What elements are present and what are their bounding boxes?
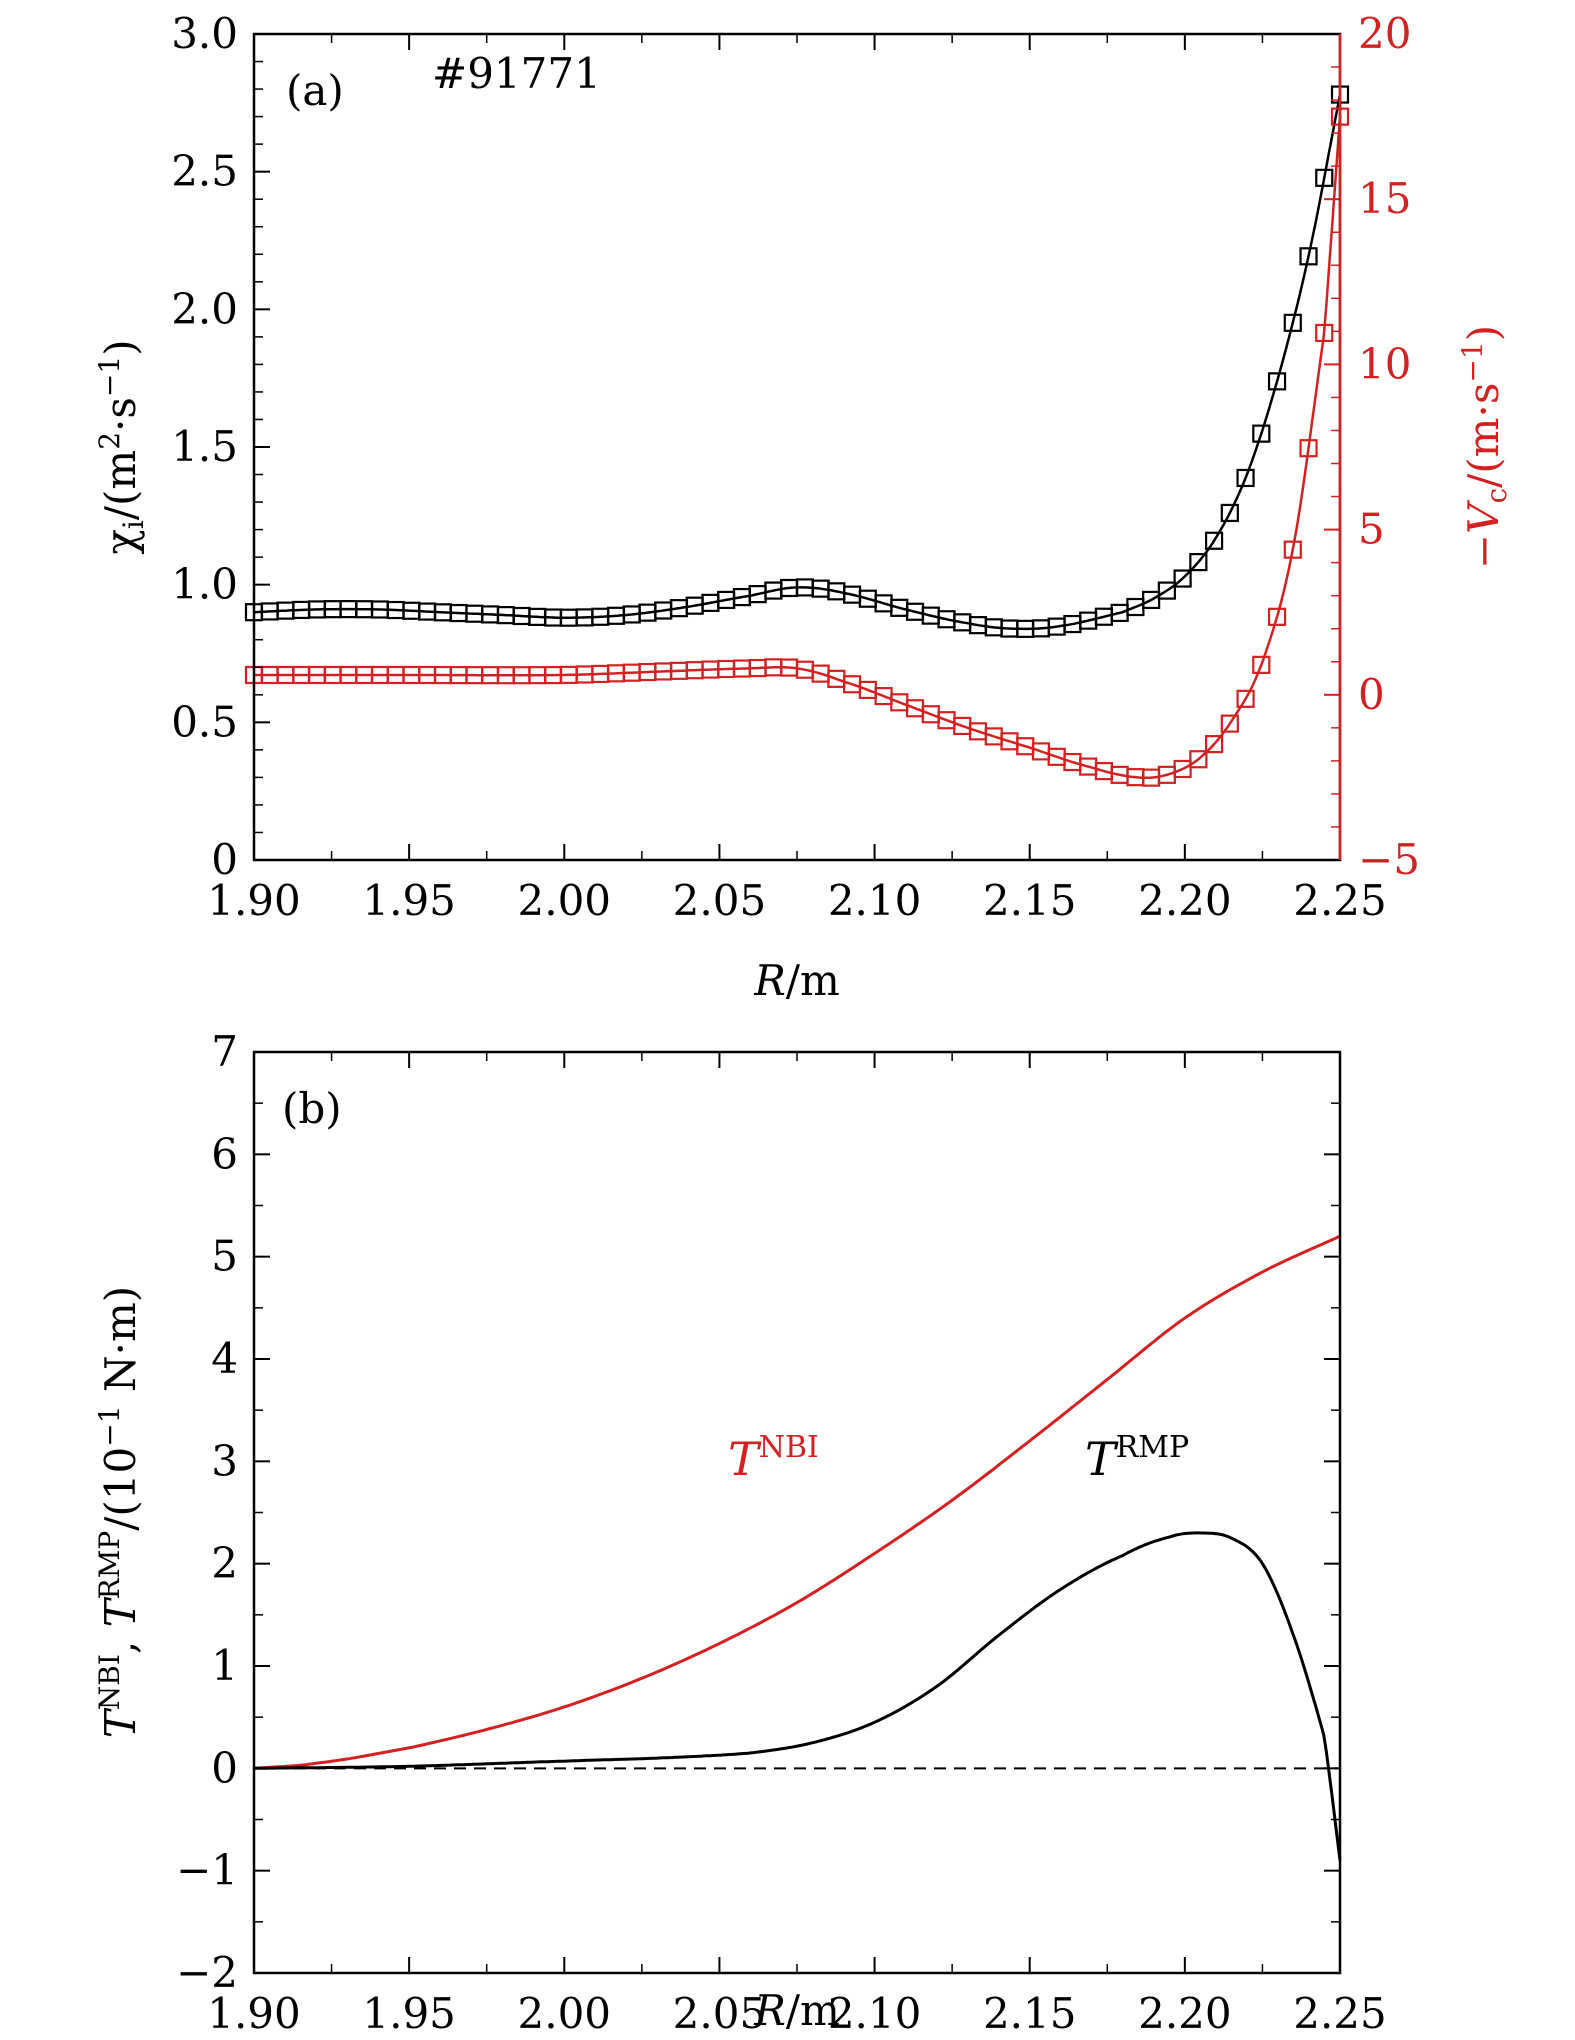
x-tick-label-a: 2.00 [518,876,612,925]
x-tick-label-a: 1.90 [207,876,301,925]
panel-a-xlabel: R/m [753,956,840,1005]
chi-marker [1299,247,1318,266]
y-tick-label-right: 0 [1358,670,1385,719]
x-tick-label-a: 2.05 [673,876,767,925]
legend-label-trmp: TRMP [1085,1430,1189,1486]
panel-a-ylabel-left: χi/(m2·s−1) [93,339,150,554]
panel-a-annotation: #91771 [432,49,601,98]
x-tick-label-a: 2.25 [1293,876,1387,925]
y-tick-label-right: 10 [1358,339,1411,388]
chi-marker [1236,468,1255,488]
panel-b: 1.90 1.95 2.00 2.05 2.10 2.15 2.20 2.25 −2 −1 0 1 2 3… [93,1027,1387,2038]
y-tick-label-left: 2.0 [171,284,238,333]
x-tick-label-b: 2.20 [1138,1989,1232,2035]
chi-marker [1283,313,1302,332]
y-tick-label-right: −5 [1358,835,1420,884]
chi-line [253,94,1342,631]
y-tick-label-left: 1.5 [171,422,238,471]
x-tick-label-b: 2.10 [828,1989,922,2035]
x-tick-label-b: 1.90 [207,1989,301,2035]
chi-marker [1157,581,1176,600]
y-tick-label-b: 4 [211,1334,238,1383]
y-tick-label-b: −2 [176,1948,238,1997]
y-tick-label-left: 3.0 [171,9,238,58]
tnbi-line [253,1234,1341,1770]
panel-a-label: (a) [286,66,344,115]
y-tick-label-b: 5 [211,1232,238,1281]
chi-marker [1220,503,1239,523]
vc-marker [1236,689,1255,708]
y-tick-label-left: 1.0 [171,560,238,609]
x-tick-label-b: 2.00 [518,1989,612,2035]
y-tick-label-right: 20 [1358,9,1411,58]
x-tick-label-a: 2.20 [1138,876,1232,925]
chi-series [244,85,1350,638]
trmp-line [254,1531,1342,1861]
x-tick-label-b: 2.05 [673,1989,767,2035]
y-tick-label-b: 7 [211,1027,238,1076]
vc-marker [1189,750,1208,769]
vc-marker [1173,759,1192,779]
vc-marker [1283,540,1302,559]
vc-marker [1220,714,1239,733]
y-tick-label-b: 6 [211,1129,238,1178]
y-tick-label-b: 1 [211,1641,238,1690]
panel-a-frame [252,32,1342,862]
vc-marker [1267,607,1287,626]
x-tick-label-b: 2.25 [1293,1989,1387,2035]
panel-b-xlabel: R/m [753,1986,840,2035]
y-tick-label-b: −1 [176,1846,238,1895]
x-tick-label-b: 1.95 [362,1989,456,2035]
y-tick-label-left: 0.5 [171,697,238,746]
chi-marker [1173,569,1192,588]
vc-marker [1315,323,1334,343]
x-tick-label-a: 1.95 [362,876,456,925]
y-tick-label-left: 2.5 [171,147,238,196]
y-tick-label-b: 2 [211,1539,238,1588]
vc-marker [1299,439,1318,458]
chi-marker [1204,531,1224,550]
x-tick-label-a: 2.10 [828,876,922,925]
y-tick-label-b: 3 [211,1436,238,1485]
chi-marker [1252,424,1271,443]
panel-b-frame [252,1050,1342,1975]
panel-a: 1.90 1.95 2.00 2.05 2.10 2.15 2.20 2.2500.51.01… [93,9,1513,1005]
chi-marker [1189,553,1208,572]
panel-b-ticks: 1.90 1.95 2.00 2.05 2.10 2.15 2.20 2.25 −2 −1 0 1 2 3… [176,1027,1387,2038]
y-tick-label-right: 5 [1358,505,1385,554]
vc-series [244,107,1350,787]
panel-b-label: (b) [282,1084,342,1133]
vc-marker [1204,735,1224,754]
chi-marker [1315,168,1334,187]
vc-marker [1252,655,1271,674]
panel-a-ylabel-right: −Vc/(m·s−1) [1456,325,1513,569]
x-tick-label-b: 2.15 [983,1989,1077,2035]
chi-marker [1142,590,1161,610]
y-tick-label-left: 0 [211,835,238,884]
legend-label-tnbi: TNBI [728,1430,819,1486]
chi-marker [1267,372,1287,391]
y-tick-label-right: 15 [1358,174,1411,223]
panel-b-ylabel: TNBI, TRMP/(10−1 N·m) [93,1286,145,1738]
x-tick-label-a: 2.15 [983,876,1077,925]
y-tick-label-b: 0 [211,1743,238,1792]
panel-b-series [253,1234,1342,1861]
panel-a-ticks: 1.90 1.95 2.00 2.05 2.10 2.15 2.20 2.2500.51.01… [171,9,1420,925]
